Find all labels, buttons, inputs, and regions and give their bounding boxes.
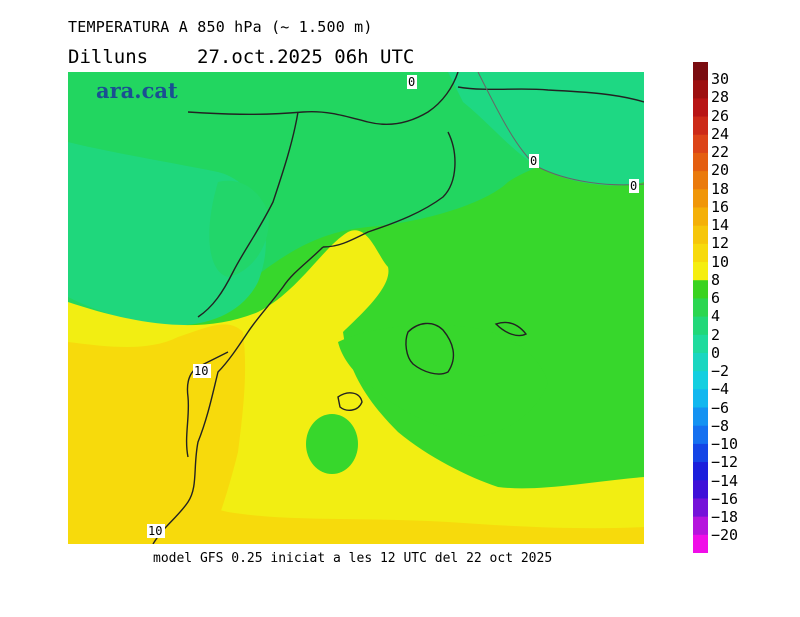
color-scale-swatch xyxy=(693,371,708,390)
coastlines xyxy=(152,72,644,544)
color-scale-label: 30 xyxy=(711,70,730,88)
color-scale-label: 24 xyxy=(711,124,730,143)
color-scale-swatch xyxy=(693,80,708,99)
color-scale-label: 22 xyxy=(711,143,730,161)
contour-label-text: 0 xyxy=(530,154,537,168)
color-scale-swatch xyxy=(693,116,708,136)
contour-label-text: 0 xyxy=(630,179,637,193)
color-scale-swatch xyxy=(693,389,708,409)
color-scale-swatch xyxy=(693,207,708,227)
color-scale-swatch xyxy=(693,243,708,263)
color-scale-swatch xyxy=(693,280,708,300)
color-scale-swatch xyxy=(693,498,708,518)
color-scale-swatch xyxy=(693,316,708,336)
color-scale-swatch xyxy=(693,516,708,536)
color-scale-label: 18 xyxy=(711,179,730,198)
field-green-blob xyxy=(306,414,358,474)
color-scale-label: −12 xyxy=(711,453,739,472)
color-scale-label: −8 xyxy=(711,416,730,435)
color-scale-label: 4 xyxy=(711,307,721,326)
color-scale-swatch xyxy=(693,480,708,500)
color-scale-swatch xyxy=(693,443,708,463)
color-scale-swatch xyxy=(693,425,708,445)
contour-label-text: 0 xyxy=(408,75,415,89)
color-scale-label: 20 xyxy=(711,161,730,180)
color-scale-label: 2 xyxy=(711,325,721,344)
temperature-map: 0 0 0 10 10 ara.cat xyxy=(68,72,644,544)
contour-label-0-right: 0 xyxy=(629,179,639,193)
color-scale-swatch xyxy=(693,262,708,281)
color-scale-swatch xyxy=(693,189,708,209)
contour-label-10-bottom: 10 xyxy=(147,524,165,538)
color-scale-swatch xyxy=(693,225,708,245)
color-scale-swatch xyxy=(693,534,708,553)
color-scale-swatch xyxy=(693,352,708,372)
forecast-day: Dilluns xyxy=(68,46,149,68)
color-scale-label: −20 xyxy=(711,526,739,545)
field-green-balearic xyxy=(338,325,548,437)
color-scale-label: 28 xyxy=(711,88,730,107)
contour-label-10-center: 10 xyxy=(193,364,211,378)
model-info: model GFS 0.25 iniciat a les 12 UTC del … xyxy=(153,551,553,566)
contour-label-0-middle: 0 xyxy=(529,154,539,168)
color-scale-swatch xyxy=(693,298,708,318)
color-scale-swatch xyxy=(693,134,708,154)
color-scale-swatch xyxy=(693,98,708,118)
color-scale-swatch xyxy=(693,152,708,172)
ara-cat-logo: ara.cat xyxy=(96,78,178,103)
chart-title: TEMPERATURA A 850 hPa (~ 1.500 m) xyxy=(68,18,373,36)
color-scale-label: −10 xyxy=(711,435,739,453)
contour-label-text: 10 xyxy=(194,364,208,378)
color-scale-swatch xyxy=(693,171,708,190)
color-scale-label: 12 xyxy=(711,234,730,253)
forecast-time: Dilluns 27.oct.2025 06h UTC xyxy=(68,46,414,68)
color-scale-swatch xyxy=(693,462,708,481)
contour-label-text: 10 xyxy=(148,524,162,538)
color-scale-label: −14 xyxy=(711,471,739,490)
field-warm-orange xyxy=(68,324,246,544)
color-scale-label: 6 xyxy=(711,289,721,307)
field-cold-northeast xyxy=(448,72,644,186)
color-scale-label: 14 xyxy=(711,216,730,234)
forecast-datetime: 27.oct.2025 06h UTC xyxy=(197,46,415,68)
color-scale-bar xyxy=(693,62,708,553)
color-scale-label: −4 xyxy=(711,380,730,399)
color-scale-label: 16 xyxy=(711,197,730,216)
color-scale-swatch xyxy=(693,334,708,354)
color-scale-label: −2 xyxy=(711,362,730,380)
color-scale-swatch xyxy=(693,62,708,81)
color-scale-label: 8 xyxy=(711,270,721,289)
field-warm-orange-south xyxy=(68,492,644,544)
color-scale-swatch xyxy=(693,407,708,427)
color-scale-label: 0 xyxy=(711,343,721,362)
color-scale-label: −18 xyxy=(711,508,739,526)
color-scale-label: 10 xyxy=(711,252,730,271)
field-cool-pyrenees xyxy=(209,180,269,277)
color-scale-label: −6 xyxy=(711,398,730,417)
color-scale-label: −16 xyxy=(711,489,739,508)
color-scale-label: 26 xyxy=(711,106,730,125)
contour-label-0-top: 0 xyxy=(407,75,417,89)
